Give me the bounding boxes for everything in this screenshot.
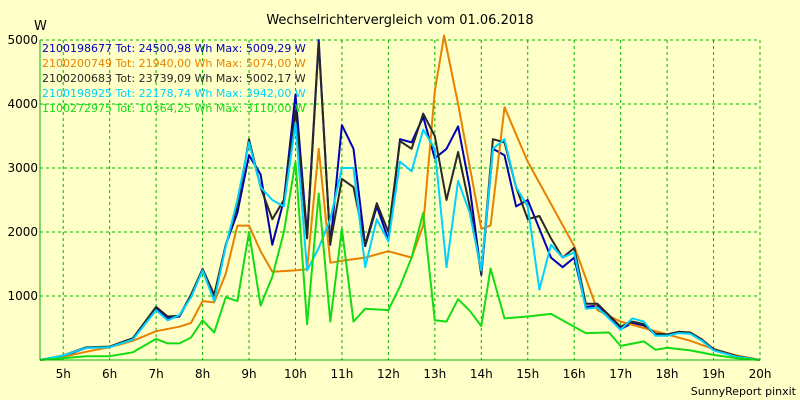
legend-entry-5: 1100272975 Tot: 10364,25 Wh Max: 3110,00… xyxy=(42,102,306,115)
y-tick-label: 3000 xyxy=(7,161,38,175)
legend-entry-2: 2100200749 Tot: 21940,00 Wh Max: 5074,00… xyxy=(42,57,306,70)
x-tick-label: 7h xyxy=(149,367,164,381)
x-tick-label: 9h xyxy=(241,367,256,381)
x-tick-label: 19h xyxy=(702,367,725,381)
y-tick-label: 4000 xyxy=(7,97,38,111)
y-tick-label: 5000 xyxy=(7,33,38,47)
legend-entry-1: 2100198677 Tot: 24500,98 Wh Max: 5009,29… xyxy=(42,42,306,55)
series-line-5 xyxy=(39,160,761,361)
series-layer xyxy=(39,34,761,361)
x-tick-label: 11h xyxy=(330,367,353,381)
x-tick-label: 15h xyxy=(516,367,539,381)
x-tick-label: 20h xyxy=(749,367,772,381)
x-tick-label: 13h xyxy=(423,367,446,381)
x-tick-label: 16h xyxy=(563,367,586,381)
y-axis-unit: W xyxy=(34,19,47,34)
tick-labels: 1000 2000 3000 4000 5000 5h 6h 7h 8h 9h 10h 11h 12h 1… xyxy=(7,33,771,381)
footer-credit: SunnyReport pinxit xyxy=(691,385,797,398)
series-line-4 xyxy=(39,122,761,361)
x-tick-label: 14h xyxy=(470,367,493,381)
grid xyxy=(40,39,761,360)
x-tick-label: 17h xyxy=(609,367,632,381)
y-tick-label: 1000 xyxy=(7,289,38,303)
legend: 2100198677 Tot: 24500,98 Wh Max: 5009,29… xyxy=(42,42,306,115)
x-tick-label: 5h xyxy=(56,367,71,381)
y-tick-label: 2000 xyxy=(7,225,38,239)
legend-entry-3: 2100200683 Tot: 23739,09 Wh Max: 5002,17… xyxy=(42,72,306,85)
chart-title: Wechselrichtervergleich vom 01.06.2018 xyxy=(266,13,533,28)
legend-entry-4: 2100198925 Tot: 22178,74 Wh Max: 3942,00… xyxy=(42,87,306,100)
axes xyxy=(39,40,760,361)
x-tick-label: 18h xyxy=(656,367,679,381)
x-tick-label: 8h xyxy=(195,367,210,381)
x-tick-label: 6h xyxy=(102,367,117,381)
x-tick-label: 12h xyxy=(377,367,400,381)
x-tick-label: 10h xyxy=(284,367,307,381)
